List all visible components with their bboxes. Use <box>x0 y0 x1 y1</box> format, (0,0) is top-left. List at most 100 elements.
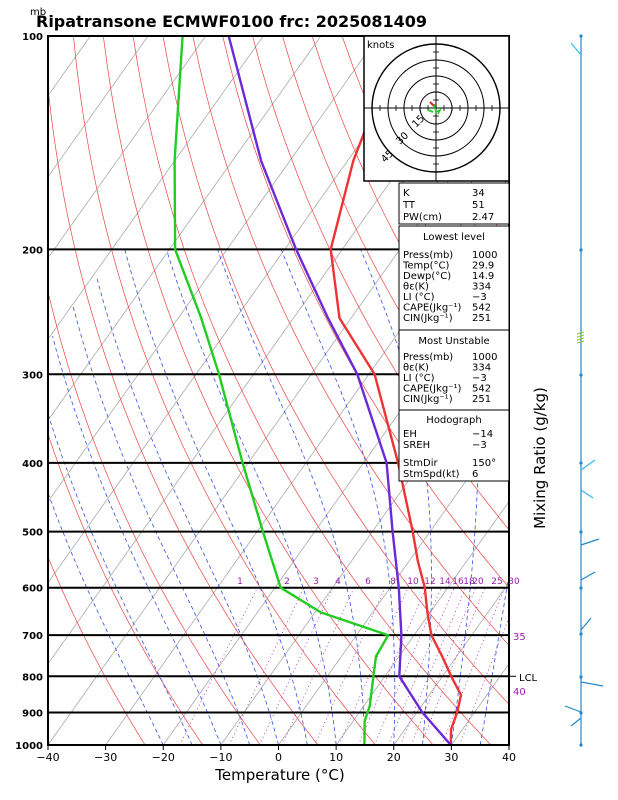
wind-level-dot <box>579 632 583 636</box>
stats-value: 29.9 <box>472 261 494 272</box>
right-side-label: 40 <box>513 687 526 698</box>
stats-label: SREH <box>403 440 430 451</box>
stats-box <box>398 225 510 331</box>
right-side-label: 35 <box>513 632 526 643</box>
stats-value: 334 <box>472 282 491 293</box>
stats-box <box>398 182 510 225</box>
pressure-tick-label: 900 <box>22 709 43 720</box>
dry-adiabat-line <box>48 290 261 745</box>
mixing-ratio-label: 1 <box>237 577 243 587</box>
series-line-dewpoint <box>173 36 390 745</box>
mixing-ratio-label: 25 <box>491 577 502 587</box>
stats-label: Dewp(°C) <box>403 271 451 282</box>
wind-barb-column <box>564 34 604 747</box>
mixing-ratio-line <box>259 587 334 745</box>
x-tick-label: −30 <box>94 751 117 764</box>
moist-adiabat-line <box>52 335 222 745</box>
dry-adiabat-line <box>611 36 618 745</box>
wind-barb <box>576 334 585 338</box>
profile-lines <box>173 36 463 745</box>
mixing-ratio-label: 16 <box>452 577 464 587</box>
stats-value: 2.47 <box>472 212 494 223</box>
x-tick-label: 10 <box>329 751 343 764</box>
wind-barb <box>580 617 592 631</box>
mixing-ratio-label: 4 <box>335 577 341 587</box>
stats-value: 1000 <box>472 250 497 261</box>
dry-adiabat-line <box>73 36 376 745</box>
hodograph-trace <box>429 101 435 107</box>
wind-barb <box>576 340 585 344</box>
x-tick-label: −20 <box>152 751 175 764</box>
stats-value: 334 <box>472 363 491 374</box>
pressure-tick-label: 200 <box>22 245 43 256</box>
mixing-ratio-label: 2 <box>284 577 290 587</box>
stats-value: 251 <box>472 313 491 324</box>
isotherm-line <box>48 36 322 422</box>
isotherm-line <box>48 36 149 178</box>
isotherm-line <box>48 36 91 97</box>
right-side-label: LCL <box>519 673 538 684</box>
dry-adiabat-line <box>48 432 203 745</box>
isotherm-line <box>335 500 509 745</box>
stats-value: −3 <box>472 440 487 451</box>
mixing-ratio-label: 12 <box>424 577 435 587</box>
chart-title: Ripatransone ECMWF0100 frc: 2025081409 <box>36 12 427 31</box>
stats-label: Press(mb) <box>403 352 453 363</box>
dry-adiabat-line <box>551 36 618 745</box>
stats-value: 14.9 <box>472 271 494 282</box>
wind-barb <box>580 489 594 499</box>
pressure-tick-label: 400 <box>22 459 43 470</box>
x-tick-label: −10 <box>209 751 232 764</box>
wind-barb <box>576 331 585 335</box>
dry-adiabat-line <box>132 36 492 745</box>
wind-barb <box>570 717 582 727</box>
mixing-ratio-label: 14 <box>439 577 451 587</box>
moist-adiabat-line <box>96 278 279 745</box>
wind-barb <box>570 42 582 56</box>
pressure-tick-label: 700 <box>22 631 43 642</box>
dry-adiabat-line <box>490 36 509 72</box>
series-line-parcel <box>227 36 452 745</box>
wind-barb <box>576 337 585 341</box>
moist-adiabat-line <box>479 571 509 745</box>
mixing-ratio-line <box>228 587 305 745</box>
stats-table: K 34 TT 51 PW(cm) 2.47 Lowest level Press(mb) 10… <box>398 182 510 482</box>
wind-barb <box>580 459 596 471</box>
dry-adiabat-line <box>102 36 434 745</box>
dry-adiabat-line <box>162 36 509 705</box>
dry-adiabat-line <box>252 36 509 531</box>
wind-level-dot <box>579 586 583 590</box>
stats-value: 542 <box>472 303 491 314</box>
stats-label: CIN(Jkg⁻¹) <box>403 313 453 324</box>
x-tick-label: 0 <box>275 751 282 764</box>
stats-header: Most Unstable <box>418 336 489 347</box>
wind-barb <box>580 538 600 546</box>
stats-label: PW(cm) <box>403 212 442 223</box>
stats-label: StmDir <box>403 458 438 469</box>
wind-level-dot <box>579 461 583 465</box>
stats-value: 251 <box>472 394 491 405</box>
stats-value: 34 <box>472 188 485 199</box>
x-tick-label: −40 <box>36 751 59 764</box>
stats-label: EH <box>403 429 417 440</box>
stats-value: −14 <box>472 429 493 440</box>
stats-label: θε(K) <box>403 363 429 374</box>
moist-adiabat-line <box>280 249 396 745</box>
stats-header: Hodograph <box>426 415 481 426</box>
stats-value: 150° <box>472 458 496 469</box>
stats-value: 1000 <box>472 352 497 363</box>
isotherm-line <box>393 581 509 745</box>
wind-level-dot <box>579 34 583 38</box>
wind-level-dot <box>579 675 583 679</box>
stats-label: K <box>403 188 410 199</box>
wind-barb <box>564 705 582 713</box>
mixing-ratio-label: 20 <box>472 577 484 587</box>
x-tick-label: 20 <box>387 751 401 764</box>
pressure-tick-label: 800 <box>22 672 43 683</box>
stats-value: −3 <box>472 373 487 384</box>
stats-value: −3 <box>472 292 487 303</box>
stats-label: LI (°C) <box>403 292 435 303</box>
